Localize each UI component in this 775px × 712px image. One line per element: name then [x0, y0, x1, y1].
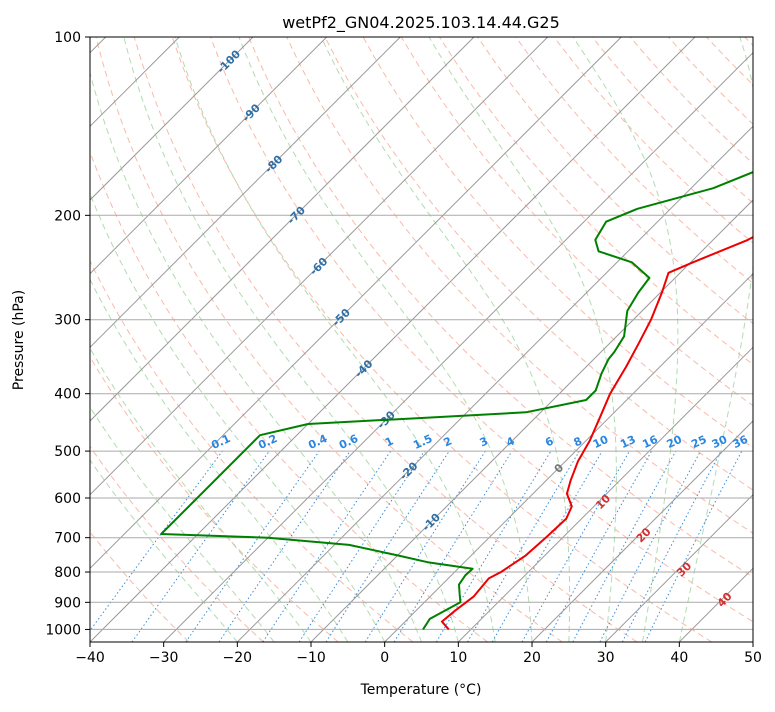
x-tick-label: 0	[380, 650, 389, 666]
dry-adiabat	[592, 37, 775, 642]
y-axis-label: Pressure (hPa)	[11, 290, 27, 390]
moist-adiabat-label: 20	[634, 525, 654, 545]
moist-adiabat	[0, 37, 274, 642]
mixing-ratio-label: 25	[689, 433, 708, 451]
isotherm	[90, 37, 695, 642]
isotherm	[458, 37, 775, 642]
temperature-trace	[442, 37, 775, 629]
mixing-ratio-label: 30	[710, 433, 730, 451]
mixing-ratio-label: 36	[731, 433, 751, 451]
mixing-ratio-line	[546, 451, 651, 642]
mixing-ratio-label: 20	[665, 433, 685, 451]
x-axis: −40 −30 −20 −10 0 10 20 30 40 50	[75, 642, 762, 666]
isotherm	[753, 37, 775, 642]
moist-adiabat	[46, 37, 384, 642]
mixing-ratio-lines	[82, 451, 742, 642]
isotherm	[0, 37, 253, 642]
x-tick-label: 20	[523, 650, 541, 666]
mixing-ratio-line	[365, 451, 485, 642]
dry-adiabat	[58, 37, 488, 642]
x-tick-label: −20	[223, 650, 253, 666]
mixing-ratio-label: 0.4	[306, 432, 329, 452]
y-tick-label: 400	[54, 387, 81, 403]
mixing-ratio-line	[326, 451, 449, 642]
dry-adiabat	[0, 37, 189, 642]
isotherm	[679, 37, 775, 642]
y-tick-label: 1000	[45, 622, 81, 638]
mixing-ratio-label: 16	[640, 433, 660, 451]
y-tick-label: 700	[54, 531, 81, 547]
isotherm	[0, 37, 400, 642]
mixing-ratio-line	[600, 451, 701, 642]
mixing-ratio-label: 8	[572, 434, 584, 449]
moist-adiabat	[82, 37, 422, 642]
x-tick-label: 30	[597, 650, 615, 666]
plot-frame	[90, 37, 753, 642]
isotherm	[385, 37, 775, 642]
mixing-ratio-line	[82, 451, 223, 642]
x-tick-label: 50	[744, 650, 762, 666]
moist-adiabat-label: 0	[552, 461, 567, 476]
chart-title: wetPf2_GN04.2025.103.14.44.G25	[282, 13, 560, 33]
isotherm-label: -100	[215, 47, 244, 76]
x-tick-label: 40	[670, 650, 688, 666]
dry-adiabat	[20, 37, 413, 642]
isotherm	[0, 37, 327, 642]
isotherm	[0, 37, 474, 642]
mixing-ratio-label: 10	[591, 433, 611, 451]
mixing-ratio-line	[219, 451, 350, 642]
isotherm	[237, 37, 775, 642]
dry-adiabat	[0, 37, 338, 642]
mixing-ratio-label: 1	[383, 434, 395, 449]
x-tick-label: −10	[296, 650, 326, 666]
moist-adiabat	[0, 37, 237, 642]
y-tick-label: 300	[54, 313, 81, 329]
moist-adiabat	[16, 37, 348, 642]
moist-adiabat-label: 40	[715, 590, 735, 610]
dry-adiabat	[0, 37, 264, 642]
mixing-ratio-line	[436, 451, 551, 642]
y-tick-label: 500	[54, 444, 81, 460]
moist-adiabat	[679, 37, 760, 642]
mixing-ratio-line	[468, 451, 580, 642]
moist-adiabat	[124, 37, 459, 642]
dry-adiabat	[478, 37, 775, 642]
isotherms	[0, 37, 775, 642]
dry-adiabat	[668, 37, 775, 642]
mixing-ratio-line	[522, 451, 629, 642]
dry-adiabat	[707, 37, 775, 642]
y-tick-label: 900	[54, 595, 81, 611]
x-tick-label: −30	[149, 650, 179, 666]
dry-adiabat	[516, 37, 775, 642]
dewpoint-trace	[161, 37, 775, 629]
y-tick-label: 100	[54, 30, 81, 46]
dry-adiabats	[0, 37, 775, 642]
mixing-ratio-line	[263, 451, 391, 642]
y-tick-label: 200	[54, 208, 81, 224]
mixing-ratio-line	[573, 451, 676, 642]
sounding-traces	[161, 37, 775, 629]
mixing-ratio-label: 0.1	[209, 432, 232, 452]
y-axis: 1000 900 800 700 600 500 400 300 200 100	[45, 30, 90, 638]
moist-adiabat	[0, 37, 311, 642]
x-axis-label: Temperature (°C)	[360, 682, 482, 698]
y-tick-label: 800	[54, 565, 81, 581]
x-tick-label: 10	[449, 650, 467, 666]
moist-adiabat	[175, 37, 495, 642]
x-tick-label: −40	[75, 650, 105, 666]
mixing-ratio-label: 13	[618, 433, 637, 451]
dry-adiabat	[745, 37, 775, 642]
dry-adiabat	[554, 37, 775, 642]
mixing-ratio-label: 3	[478, 434, 490, 449]
y-tick-label: 600	[54, 491, 81, 507]
